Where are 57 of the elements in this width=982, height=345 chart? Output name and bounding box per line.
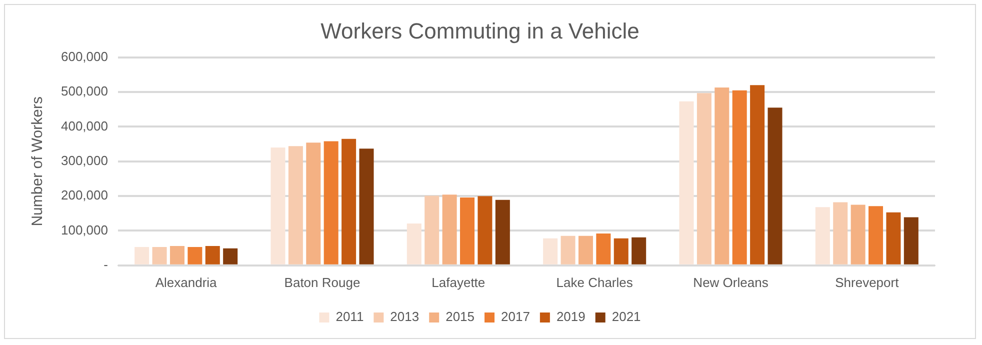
- bar: [833, 202, 848, 264]
- x-tick-label: New Orleans: [693, 274, 769, 290]
- bar: [768, 108, 782, 264]
- legend-label: 2019: [556, 309, 586, 324]
- legend-label: 2015: [446, 309, 475, 324]
- bar: [578, 236, 593, 264]
- bar: [679, 101, 694, 264]
- bar: [850, 204, 866, 264]
- bar: [134, 247, 150, 264]
- bar: [406, 223, 422, 264]
- bar: [696, 93, 712, 264]
- y-tick-label: 200,000: [60, 188, 108, 203]
- bar: [270, 148, 286, 264]
- bar: [495, 200, 510, 264]
- bar: [460, 197, 475, 264]
- bar: [478, 196, 492, 264]
- bar: [288, 146, 303, 264]
- bar: [306, 142, 321, 264]
- bar: [732, 90, 747, 264]
- y-tick-label: -: [104, 256, 108, 272]
- legend-label: 2017: [501, 309, 530, 324]
- chart-title: Workers Commuting in a Vehicle: [320, 18, 640, 44]
- legend-label: 2021: [612, 309, 641, 324]
- y-tick-label: 500,000: [60, 84, 108, 99]
- bar: [596, 234, 611, 264]
- x-tick-label: Lake Charles: [556, 274, 634, 290]
- bar: [714, 88, 730, 264]
- x-tick-label: Alexandria: [155, 274, 218, 290]
- x-tick-label: Lafayette: [432, 274, 486, 290]
- bar: [886, 212, 901, 264]
- x-tick-label: Baton Rouge: [284, 274, 360, 290]
- bar: [324, 141, 338, 264]
- bar: [632, 237, 646, 264]
- bar: [904, 217, 918, 264]
- bar: [560, 236, 576, 264]
- bar: [152, 247, 167, 264]
- bar: [223, 248, 238, 264]
- bar: [442, 194, 457, 264]
- bar: [750, 85, 765, 264]
- x-tick-label: Shreveport: [835, 274, 900, 290]
- bar: [424, 196, 440, 264]
- y-tick-label: 400,000: [60, 118, 108, 134]
- y-tick-label: 600,000: [60, 48, 108, 64]
- bar: [170, 246, 184, 264]
- bar: [342, 138, 356, 264]
- y-axis-title: Number of Workers: [29, 96, 46, 226]
- bar: [614, 238, 628, 264]
- bar: [543, 238, 558, 264]
- bar: [815, 207, 830, 264]
- y-tick-label: 300,000: [60, 152, 108, 168]
- legend-label: 2013: [390, 309, 420, 324]
- bar: [868, 206, 884, 264]
- bar: [188, 247, 202, 264]
- bar: [359, 148, 374, 264]
- bar: [205, 246, 220, 264]
- legend-label: 2011: [336, 309, 364, 324]
- y-tick-label: 100,000: [60, 222, 108, 238]
